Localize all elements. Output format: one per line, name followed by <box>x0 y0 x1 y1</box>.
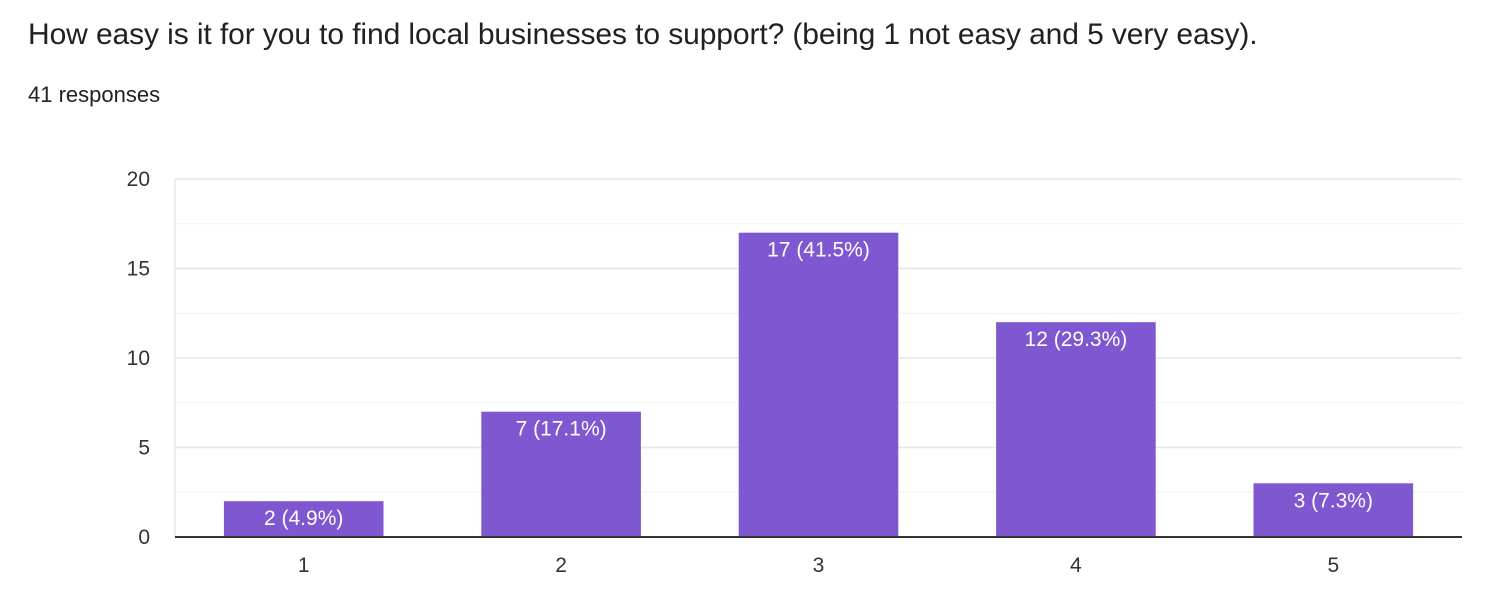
y-tick-label: 0 <box>138 526 150 549</box>
bar-data-label: 3 (7.3%) <box>1294 489 1373 512</box>
bar-data-label: 2 (4.9%) <box>264 507 343 530</box>
axes: 0 5 10 15 20 1 2 3 4 5 <box>127 168 1462 577</box>
x-tick-label: 2 <box>555 554 567 577</box>
response-count: 41 responses <box>28 82 161 107</box>
x-tick-label: 4 <box>1070 554 1082 577</box>
x-tick-label: 1 <box>298 554 310 577</box>
bar-data-label: 17 (41.5%) <box>767 239 870 262</box>
bar <box>481 411 641 537</box>
bar-data-label: 12 (29.3%) <box>1025 328 1128 351</box>
x-tick-label: 5 <box>1327 554 1339 577</box>
y-tick-label: 20 <box>127 168 150 191</box>
bar <box>738 232 899 537</box>
bar-data-label: 7 (17.1%) <box>516 418 607 441</box>
bar <box>996 322 1156 537</box>
y-tick-label: 5 <box>138 437 150 460</box>
bars: 2 (4.9%) 7 (17.1%) 17 (41.5%) 12 (29.3%) 3 (… <box>223 232 1414 537</box>
y-tick-label: 10 <box>127 347 150 370</box>
bar <box>223 501 384 537</box>
y-tick-label: 15 <box>127 258 150 281</box>
bar <box>1253 483 1414 537</box>
x-tick-label: 3 <box>813 554 825 577</box>
question-title: How easy is it for you to find local bus… <box>28 18 1258 51</box>
